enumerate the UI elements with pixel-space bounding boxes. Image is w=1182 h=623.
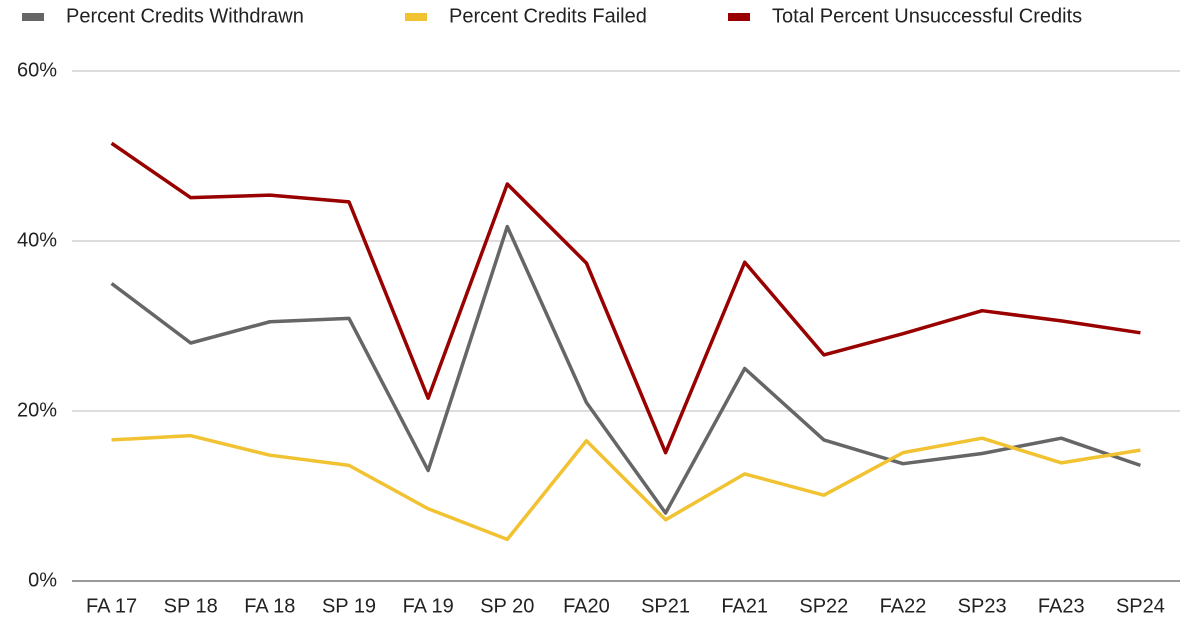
y-tick-label: 20%	[17, 399, 57, 421]
y-tick-label: 60%	[17, 59, 57, 81]
series-line	[110, 224, 1141, 515]
x-tick-label: FA20	[563, 595, 610, 617]
x-tick-label: FA23	[1038, 595, 1085, 617]
y-tick-label: 0%	[28, 569, 57, 591]
series-line	[111, 433, 1141, 542]
x-tick-label: FA 18	[244, 595, 295, 617]
x-tick-label: SP 18	[164, 595, 218, 617]
series-line	[110, 141, 1141, 455]
legend-label: Total Percent Unsuccessful Credits	[772, 5, 1082, 27]
legend-label: Percent Credits Withdrawn	[66, 5, 304, 27]
legend-label: Percent Credits Failed	[449, 5, 647, 27]
legend-swatch	[405, 13, 427, 21]
legend-swatch	[22, 13, 44, 21]
x-tick-label: SP 20	[480, 595, 534, 617]
x-tick-label: FA 19	[403, 595, 454, 617]
x-tick-label: SP24	[1116, 595, 1165, 617]
x-tick-label: FA22	[880, 595, 927, 617]
legend-swatch	[728, 13, 750, 21]
x-tick-label: SP22	[799, 595, 848, 617]
x-tick-label: SP21	[641, 595, 690, 617]
x-tick-label: SP 19	[322, 595, 376, 617]
x-tick-label: FA21	[721, 595, 768, 617]
y-tick-label: 40%	[17, 229, 57, 251]
x-tick-label: SP23	[958, 595, 1007, 617]
x-tick-label: FA 17	[86, 595, 137, 617]
